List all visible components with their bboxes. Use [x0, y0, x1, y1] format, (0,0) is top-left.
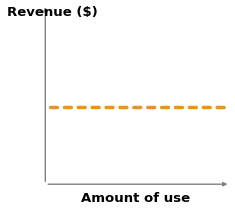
Text: Amount of use: Amount of use: [81, 192, 190, 205]
Text: Revenue ($): Revenue ($): [7, 6, 98, 19]
